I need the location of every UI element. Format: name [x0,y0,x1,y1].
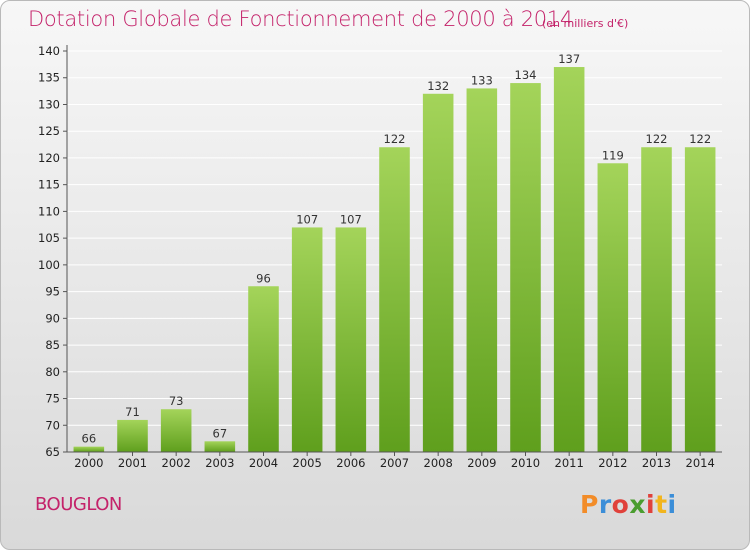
x-tick-label: 2008 [424,456,453,470]
bar-2013 [641,147,672,453]
brand-letter: i [667,490,677,519]
bar-2004 [248,286,279,452]
x-tick-label: 2003 [205,456,234,470]
brand-letter: i [646,490,656,519]
bar-2009 [466,88,498,452]
bar-2000 [73,446,105,452]
brand-letter: P [580,490,599,519]
y-tick-label: 110 [38,204,60,218]
bar-2011 [553,67,585,452]
bar-2005 [291,227,323,452]
x-tick-label: 2001 [118,456,147,470]
x-tick-label: 2014 [686,456,715,470]
brand-letter: x [629,490,646,519]
bar-2001 [117,419,148,452]
brand-letter: o [611,490,630,519]
data-label-2011: 137 [558,52,580,66]
x-tick-label: 2007 [380,456,409,470]
data-label-2001: 71 [125,405,140,419]
y-tick-label: 80 [45,365,60,379]
y-tick-label: 105 [38,231,60,245]
data-label-2009: 133 [471,73,493,87]
data-label-2002: 73 [169,394,184,408]
x-tick-label: 2006 [336,456,365,470]
data-label-2010: 134 [515,68,537,82]
bar-2003 [204,441,236,452]
y-tick-label: 140 [38,44,60,58]
bar-2014 [684,147,716,453]
y-tick-label: 75 [45,392,60,406]
x-tick-label: 2010 [511,456,540,470]
x-tick-label: 2002 [162,456,191,470]
bar-layer: 66 71 73 67 96 107 107 122 132 133 134 137 119 122 122 [73,52,716,453]
chart-title: Dotation Globale de Fonctionnement de 20… [28,7,573,31]
data-label-2004: 96 [256,271,271,285]
x-tick-label: 2005 [293,456,322,470]
data-label-2005: 107 [296,212,318,226]
bar-2002 [160,409,192,452]
brand-letter: t [655,490,668,519]
y-tick-label: 130 [38,97,60,111]
bar-2007 [379,147,410,453]
y-tick-label: 95 [45,285,60,299]
y-tick-label: 65 [45,445,60,459]
data-label-2000: 66 [82,432,97,446]
x-tick-label: 2011 [555,456,584,470]
place-name: BOUGLON [35,494,122,515]
bar-2012 [597,163,629,452]
y-tick-label: 90 [45,311,60,325]
axis-layer: 65 70 75 80 85 90 95 100 105 110 115 120 125 130 135 14… [38,44,722,470]
brand-letter: r [598,490,612,519]
data-label-2006: 107 [340,212,362,226]
data-label-2013: 122 [646,132,668,146]
y-tick-label: 120 [38,151,60,165]
x-tick-label: 2004 [249,456,278,470]
x-tick-label: 2000 [74,456,103,470]
x-tick-label: 2013 [642,456,671,470]
data-label-2007: 122 [384,132,406,146]
x-tick-label: 2009 [467,456,496,470]
brand-logo: Proxiti [580,490,677,519]
data-label-2012: 119 [602,148,624,162]
bar-2008 [422,93,454,453]
y-tick-label: 125 [38,124,60,138]
y-tick-label: 70 [45,418,60,432]
chart-unit: (en milliers d'€) [542,17,629,30]
bar-2010 [510,83,541,452]
data-label-2014: 122 [689,132,711,146]
y-tick-label: 115 [38,178,60,192]
data-label-2003: 67 [213,426,228,440]
data-label-2008: 132 [427,79,449,93]
y-tick-label: 100 [38,258,60,272]
bar-2006 [335,227,367,452]
y-tick-label: 135 [38,71,60,85]
x-tick-label: 2012 [598,456,627,470]
y-tick-label: 85 [45,338,60,352]
